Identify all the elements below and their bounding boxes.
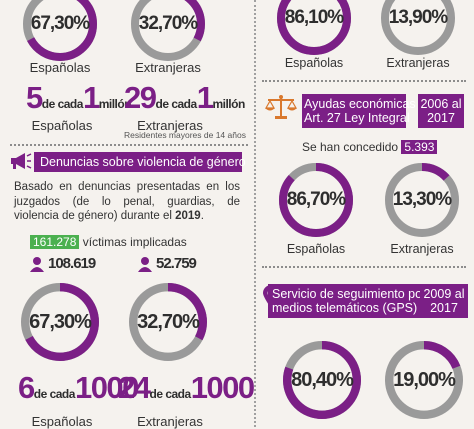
ring-graphic [283, 341, 361, 419]
label-espanolas: Españolas [31, 414, 93, 429]
ring-graphic [381, 0, 455, 55]
ratio-espanolas-1000: 6de cada1000 [18, 370, 139, 405]
victims-count: 161.278 [30, 235, 80, 249]
ring-extranjeras-ayudas: 13,30% [384, 162, 460, 238]
count-extranjeras: 52.759 [156, 255, 197, 272]
ring-espanolas-gps: 80,40% [282, 340, 362, 420]
ring-extranjeras-denuncias: 32,70% [128, 282, 208, 362]
ring-percentage: 80,40% [291, 368, 354, 391]
label-extranjeras: Extranjeras [137, 118, 203, 133]
ring-espanolas-ayudas: 86,70% [278, 162, 354, 238]
victims-line: 161.278 víctimas implicadas [30, 235, 187, 249]
divider [262, 80, 466, 82]
ring-percentage: 13,90% [388, 7, 448, 28]
note-residentes: Residentes mayores de 14 años [124, 130, 246, 140]
label-espanolas: Españolas [29, 60, 91, 75]
ring-espanolas-top-right: 86,10% [276, 0, 352, 56]
ring-espanolas-denuncias: 67,30% [20, 282, 100, 362]
seguimiento-title: Servicio de seguimiento por medios telem… [268, 284, 426, 318]
ratio-espanolas-millon: 5de cada1millón [26, 80, 132, 115]
scales-icon [264, 94, 298, 120]
ring-fill [385, 341, 463, 419]
denuncias-description: Basado en denuncias presentadas en los j… [14, 181, 240, 222]
megaphone-icon [10, 152, 32, 170]
label-extranjeras: Extranjeras [135, 60, 201, 75]
ring-graphic [277, 0, 351, 55]
ring-percentage: 32,70% [137, 310, 200, 333]
granted-value: 5.393 [401, 140, 438, 154]
ratio-extranjeras-1000: 24de cada1000 [118, 370, 255, 405]
person-icon [138, 256, 152, 272]
ring-fill [21, 283, 99, 361]
ring-fill [129, 283, 207, 361]
granted-line: Se han concedido 5.393 [302, 140, 438, 154]
ayudas-title: Ayudas económicas Art. 27 Ley Integral [302, 94, 416, 128]
ring-percentage: 86,10% [284, 7, 344, 28]
label-espanolas: Españolas [31, 118, 93, 133]
ring-graphic [385, 341, 463, 419]
divider [262, 266, 466, 268]
label-espanolas: Españolas [286, 242, 346, 256]
ring-fill [283, 341, 361, 419]
ring-graphic [21, 283, 99, 361]
ring-track [381, 0, 455, 55]
count-espanolas: 108.619 [48, 255, 96, 272]
ring-fill [277, 0, 351, 55]
ring-extranjeras-gps: 19,00% [384, 340, 464, 420]
ring-percentage: 67,30% [29, 310, 92, 333]
ring-espanolas-poblacion: 67,30% [22, 0, 98, 62]
label-extranjeras: Extranjeras [137, 414, 203, 429]
column-separator [254, 0, 256, 427]
ring-graphic [129, 283, 207, 361]
ring-percentage: 86,70% [286, 189, 346, 210]
ring-fill [23, 0, 97, 61]
ring-fill [279, 163, 353, 237]
label-extranjeras: Extranjeras [386, 56, 450, 70]
divider [10, 144, 248, 146]
ring-percentage: 32,70% [138, 13, 198, 34]
ring-extranjeras-top-right: 13,90% [380, 0, 456, 56]
ring-graphic [23, 0, 97, 61]
ring-percentage: 67,30% [30, 13, 90, 34]
ring-extranjeras-poblacion: 32,70% [130, 0, 206, 62]
label-espanolas: Españolas [284, 56, 344, 70]
label-extranjeras: Extranjeras [390, 242, 454, 256]
granted-label: Se han concedido [302, 140, 399, 154]
ring-percentage: 19,00% [393, 368, 456, 391]
ring-fill [131, 0, 205, 61]
ring-graphic [131, 0, 205, 61]
ratio-extranjeras-millon: 29de cada1millón [124, 80, 245, 115]
ring-percentage: 13,30% [392, 189, 452, 210]
person-icon [30, 256, 44, 272]
ring-graphic [279, 163, 353, 237]
ring-graphic [385, 163, 459, 237]
ring-fill [385, 163, 459, 237]
denuncias-title: Denuncias sobre violencia de género [34, 152, 246, 172]
seguimiento-period: 2009 al 2017 [420, 284, 468, 318]
victims-label: víctimas implicadas [82, 235, 187, 249]
ayudas-period: 2006 al 2017 [418, 94, 464, 128]
